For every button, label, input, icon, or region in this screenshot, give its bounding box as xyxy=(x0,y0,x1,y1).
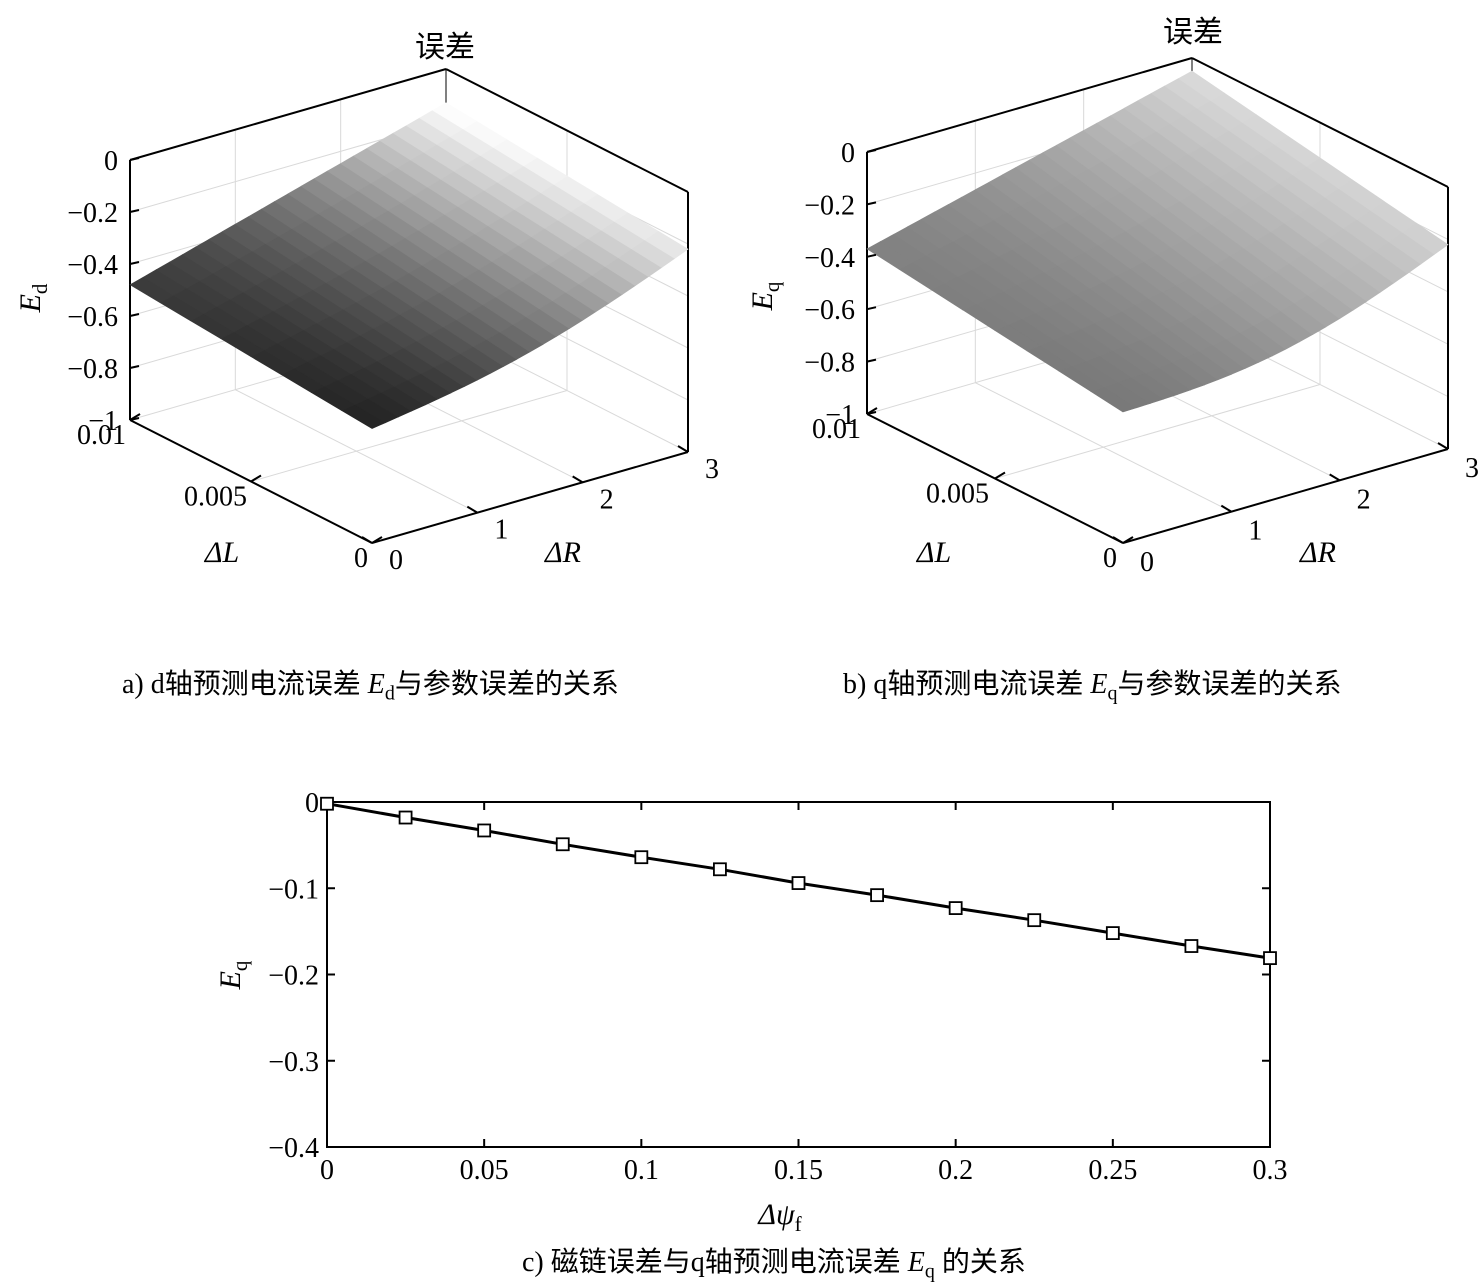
z-tick-mark xyxy=(129,157,140,161)
surface-a-dr-label: ΔR xyxy=(544,536,581,569)
dr-tick-mark xyxy=(677,445,689,453)
surface-a-mesh xyxy=(129,102,689,429)
surface-a-dr-ticks: 0 1 2 3 xyxy=(361,445,719,576)
dr-tick-label: 2 xyxy=(600,484,614,515)
surface-a-dl-label: ΔL xyxy=(204,536,239,569)
dr-tick-mark xyxy=(572,475,584,484)
surface-patch xyxy=(432,102,477,130)
dl-tick-mark xyxy=(129,413,141,421)
axis-edge xyxy=(129,68,447,161)
caption-b-prefix: b) q轴预测电流误差 xyxy=(843,669,1091,700)
caption-c-prefix: c) 磁链误差与q轴预测电流误差 xyxy=(522,1247,908,1278)
caption-c-sub: q xyxy=(924,1260,935,1283)
z-tick-mark xyxy=(129,209,140,213)
dr-tick-mark xyxy=(466,505,478,514)
caption-b-var: E xyxy=(1090,669,1108,700)
z-tick-mark xyxy=(129,313,140,317)
surface-a-z-ticks: 0 −0.2 −0.4 −0.6 −0.8 −1 xyxy=(67,146,140,437)
axis-edge xyxy=(371,451,689,544)
dl-tick-label: 0 xyxy=(354,543,368,574)
caption-b-suffix: 与参数误差的关系 xyxy=(1117,669,1342,700)
dl-tick-mark xyxy=(371,536,383,544)
caption-a-prefix: a) d轴预测电流误差 xyxy=(122,669,368,700)
caption-c: c) 磁链误差与q轴预测电流误差 Eq 的关系 xyxy=(522,1240,1026,1284)
z-tick-label: −0.4 xyxy=(67,250,118,281)
caption-a: a) d轴预测电流误差 Ed与参数误差的关系 xyxy=(122,662,619,706)
z-tick-label: −0.6 xyxy=(67,302,118,333)
z-tick-label: −1 xyxy=(88,406,118,437)
z-tick-label: −0.8 xyxy=(67,354,118,385)
dr-tick-label: 1 xyxy=(494,515,508,546)
caption-a-var: E xyxy=(367,669,385,700)
caption-a-sub: d xyxy=(384,682,395,705)
surface-a-dl-ticks: 0.01 0.005 0 xyxy=(77,413,383,574)
z-tick-label: −0.2 xyxy=(67,198,118,229)
surface-a-title: 误差 xyxy=(415,31,475,64)
surface-a-z-label: Ed xyxy=(14,283,52,313)
caption-b-sub: q xyxy=(1107,682,1118,705)
z-tick-mark xyxy=(129,365,140,369)
dr-tick-mark xyxy=(361,536,373,544)
caption-c-suffix: 的关系 xyxy=(934,1247,1026,1278)
z-tick-mark xyxy=(129,261,140,265)
dl-tick-label: 0.01 xyxy=(77,420,126,451)
caption-c-var: E xyxy=(907,1247,925,1278)
caption-a-suffix: 与参数误差的关系 xyxy=(394,669,619,700)
axis-edge xyxy=(445,68,689,193)
dr-tick-label: 0 xyxy=(389,545,403,576)
dl-tick-mark xyxy=(250,474,262,483)
caption-b: b) q轴预测电流误差 Eq与参数误差的关系 xyxy=(843,662,1341,706)
z-tick-label: 0 xyxy=(104,146,118,177)
grid-line xyxy=(250,390,568,482)
dr-tick-label: 3 xyxy=(705,454,719,485)
dl-tick-label: 0.005 xyxy=(184,482,247,513)
